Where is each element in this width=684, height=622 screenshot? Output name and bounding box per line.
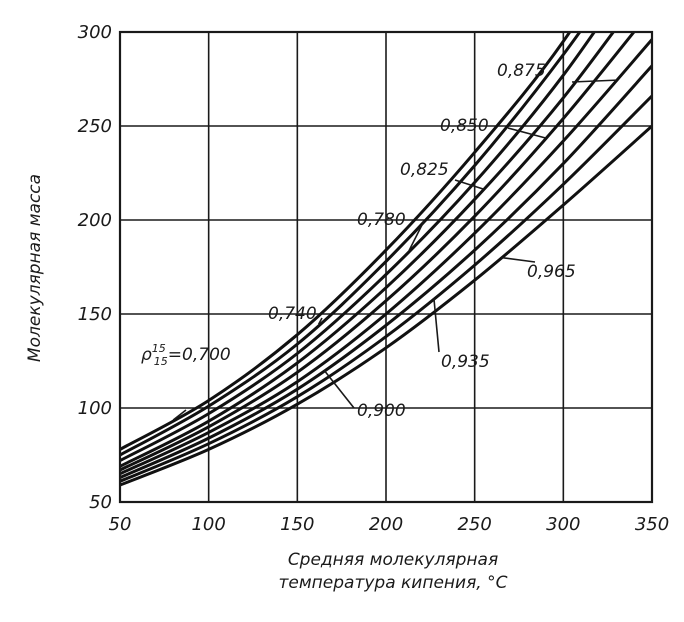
x-tick-label: 200 <box>369 514 403 535</box>
x-tick-labels: 50 100 150 200 250 300 350 <box>109 514 670 535</box>
series-label-0-875: 0,875 <box>497 61 546 81</box>
series-line-0-875 <box>120 38 652 476</box>
y-tick-label: 300 <box>78 22 112 43</box>
y-tick-label: 150 <box>78 304 112 325</box>
label-leaders <box>172 79 617 421</box>
y-tick-labels: 50 100 150 200 250 300 <box>78 22 112 513</box>
parameter-equals: = <box>168 345 182 365</box>
x-tick-label: 50 <box>109 514 132 535</box>
series-label-0-900: 0,900 <box>357 401 406 421</box>
series-line-0-965 <box>120 124 652 487</box>
series-line-0-780 <box>120 32 597 463</box>
y-tick-label: 250 <box>78 116 112 137</box>
x-tick-label: 100 <box>191 514 225 535</box>
label-leader <box>501 256 536 263</box>
series-label-0-825: 0,825 <box>400 160 449 180</box>
x-tick-label: 150 <box>280 514 314 535</box>
x-axis-title-line2: температура кипения, °С <box>278 573 507 593</box>
series-label-0-700: ρ15 15=0,700 <box>141 342 231 368</box>
x-axis-title-line1: Средняя молекулярная <box>288 550 498 570</box>
label-leader <box>172 409 187 421</box>
label-leader <box>317 317 323 325</box>
series-label-0-935: 0,935 <box>441 352 490 372</box>
series-label-0-740: 0,740 <box>268 304 317 324</box>
series-line-0-740 <box>120 32 582 457</box>
series-label-value: 0,700 <box>182 345 231 365</box>
label-leader <box>408 220 425 251</box>
series-label-0-965: 0,965 <box>527 262 576 282</box>
parameter-superscript: 15 <box>152 342 166 355</box>
series-label-0-780: 0,780 <box>357 210 406 230</box>
x-tick-label: 300 <box>546 514 580 535</box>
plot-frame <box>118 30 654 504</box>
y-tick-label: 50 <box>89 492 112 513</box>
series-line-0-825 <box>120 32 616 468</box>
x-tick-label: 250 <box>457 514 491 535</box>
series-label-0-850: 0,850 <box>440 116 489 136</box>
y-axis-title: Молекулярная масса <box>25 174 45 362</box>
series-line-0-935 <box>120 94 652 483</box>
series-line-0-850 <box>120 32 636 472</box>
grid <box>120 32 652 502</box>
label-leader <box>323 369 355 409</box>
x-tick-label: 350 <box>635 514 669 535</box>
label-leader <box>571 79 617 83</box>
y-tick-label: 100 <box>78 398 112 419</box>
label-leader <box>433 297 440 353</box>
label-leader <box>507 127 546 139</box>
series-line-0-900 <box>120 64 652 480</box>
parameter-symbol: ρ <box>141 345 152 365</box>
curves <box>120 32 652 487</box>
y-tick-label: 200 <box>78 210 112 231</box>
parameter-subscript: 15 <box>154 355 168 368</box>
label-leader <box>454 179 484 190</box>
series-line-0-700 <box>120 32 572 451</box>
curve-labels: 0,875 0,850 0,780 0,825 0,740 ρ15 15=0,700 0,90… <box>141 61 576 421</box>
